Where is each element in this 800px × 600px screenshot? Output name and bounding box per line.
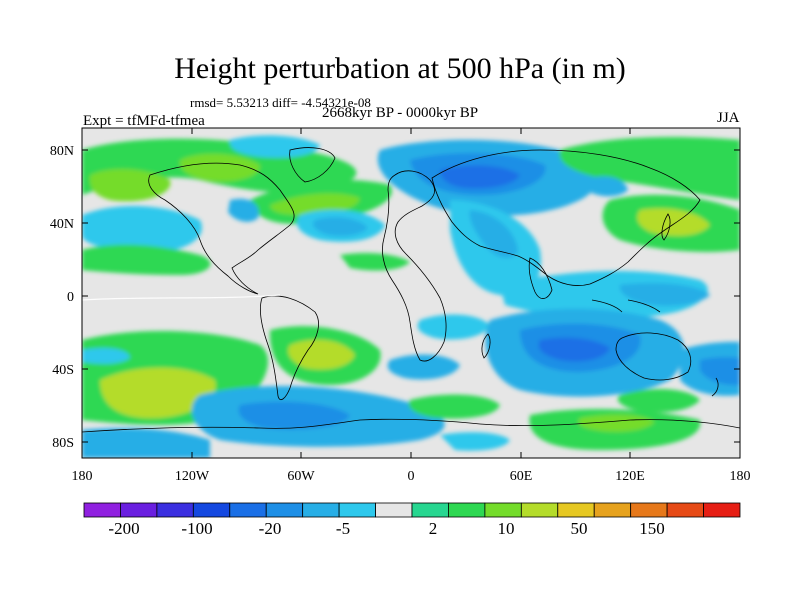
lat-label-40s: 40S [52, 363, 74, 378]
colorbar-swatch [120, 502, 158, 518]
colorbar-label: 2 [429, 519, 438, 538]
experiment-label: Expt = tfMFd-tfmea [83, 113, 205, 129]
colorbar-swatch [156, 502, 194, 518]
colorbar-swatch [338, 502, 376, 518]
lat-label-0: 0 [67, 290, 74, 305]
colorbar-swatch [229, 502, 267, 518]
lat-label-80s: 80S [52, 436, 74, 451]
colorbar-labels: -200 -100 -20 -5 2 10 50 150 [108, 519, 664, 538]
colorbar-swatch [593, 502, 632, 518]
lat-label-80n: 80N [50, 144, 74, 159]
lon-label-60e: 60E [510, 469, 533, 484]
lon-label-60w: 60W [287, 469, 315, 484]
colorbar-label: 150 [639, 519, 665, 538]
colorbar-swatch [375, 502, 413, 518]
lon-label-120w: 120W [175, 469, 210, 484]
colorbar-swatch [666, 502, 704, 518]
contour-field [82, 128, 740, 458]
lon-label-180w: 180 [72, 469, 93, 484]
rmsd-diff-stats: rmsd= 5.53213 diff= -4.54321e-08 [190, 95, 371, 110]
colorbar-swatch [484, 502, 522, 518]
colorbar-label: -100 [181, 519, 212, 538]
lon-label-120e: 120E [615, 469, 645, 484]
colorbar-swatch [630, 502, 668, 518]
lon-label-0: 0 [408, 469, 415, 484]
plot-title: Height perturbation at 500 hPa (in m) [174, 52, 626, 85]
lat-label-40n: 40N [50, 217, 74, 232]
colorbar-label: -20 [259, 519, 282, 538]
coastlines [82, 147, 740, 433]
colorbar-swatch [83, 502, 121, 518]
lon-axis: 180 120W 60W 0 60E 120E 180 [72, 128, 751, 484]
colorbar-swatch [265, 502, 304, 518]
colorbar-swatch [302, 502, 340, 518]
colorbar-swatch [192, 502, 231, 518]
lat-axis: 80N 40N 0 40S 80S [50, 144, 740, 451]
colorbar-swatch [411, 502, 449, 518]
lon-label-180e: 180 [730, 469, 751, 484]
time-period-label: 2668kyr BP - 0000kyr BP [322, 105, 479, 121]
colorbar [83, 502, 741, 518]
colorbar-label: 10 [498, 519, 515, 538]
colorbar-swatch [703, 502, 741, 518]
season-label: JJA [717, 110, 740, 126]
colorbar-swatch [448, 502, 486, 518]
colorbar-swatch [557, 502, 595, 518]
colorbar-swatch [520, 502, 559, 518]
colorbar-label: 50 [571, 519, 588, 538]
colorbar-label: -5 [336, 519, 350, 538]
colorbar-label: -200 [108, 519, 139, 538]
